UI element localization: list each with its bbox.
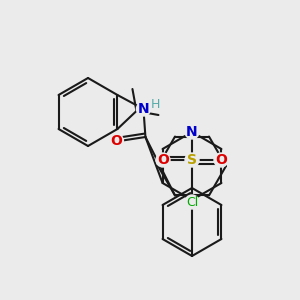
Text: N: N	[138, 102, 149, 116]
Text: Cl: Cl	[186, 196, 198, 208]
Text: H: H	[151, 98, 160, 110]
Text: N: N	[186, 125, 198, 139]
Text: S: S	[187, 153, 197, 167]
Text: O: O	[110, 134, 122, 148]
Circle shape	[214, 153, 228, 167]
Circle shape	[185, 125, 199, 139]
Text: O: O	[157, 153, 169, 167]
Circle shape	[136, 102, 150, 116]
Circle shape	[156, 153, 170, 167]
Circle shape	[185, 153, 199, 167]
Circle shape	[185, 195, 199, 209]
Text: O: O	[215, 153, 227, 167]
Circle shape	[110, 134, 123, 148]
